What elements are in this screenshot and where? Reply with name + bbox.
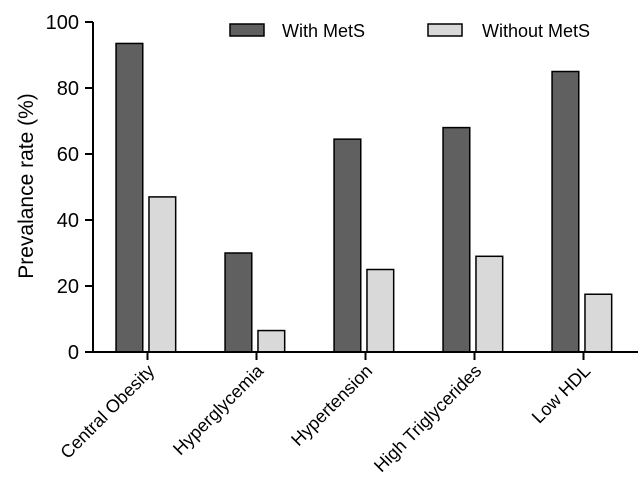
y-tick-label: 0 — [68, 342, 79, 364]
bar-without-mets-central-obesity — [148, 196, 177, 353]
bar-with-mets-low-hdl — [551, 70, 580, 353]
legend-swatch-with-mets — [229, 23, 265, 37]
bars-group — [115, 42, 613, 353]
bar-without-mets-low-hdl — [584, 293, 613, 353]
x-tick-label-hypertension: Hypertension — [287, 361, 376, 450]
x-tick-label-high-triglycerides: High Triglycerides — [370, 361, 485, 476]
legend-label-with-mets: With MetS — [282, 21, 365, 41]
x-tick-label-central-obesity: Central Obesity — [56, 361, 158, 463]
y-tick-label: 40 — [57, 210, 79, 232]
y-axis: 0 20 40 60 80 100 — [46, 12, 94, 364]
legend: With MetS Without MetS — [229, 21, 590, 41]
bar-with-mets-central-obesity — [115, 42, 144, 353]
bar-with-mets-hyperglycemia — [224, 252, 253, 353]
bar-with-mets-hypertension — [333, 138, 362, 353]
legend-label-without-mets: Without MetS — [482, 21, 590, 41]
legend-swatch-without-mets — [427, 23, 463, 37]
bar-without-mets-high-triglycerides — [475, 255, 504, 353]
x-tick-label-low-hdl: Low HDL — [528, 361, 594, 427]
y-axis-title: Prevalance rate (%) — [15, 93, 38, 279]
bar-without-mets-hyperglycemia — [257, 329, 286, 353]
y-tick-label: 60 — [57, 144, 79, 166]
bar-with-mets-high-triglycerides — [442, 126, 471, 353]
y-tick-label: 20 — [57, 276, 79, 298]
x-tick-label-hyperglycemia: Hyperglycemia — [169, 360, 268, 459]
x-axis: Central Obesity Hyperglycemia Hypertension… — [56, 351, 638, 476]
y-tick-label: 80 — [57, 78, 79, 100]
y-tick-label: 100 — [46, 12, 79, 34]
bar-without-mets-hypertension — [366, 268, 395, 353]
